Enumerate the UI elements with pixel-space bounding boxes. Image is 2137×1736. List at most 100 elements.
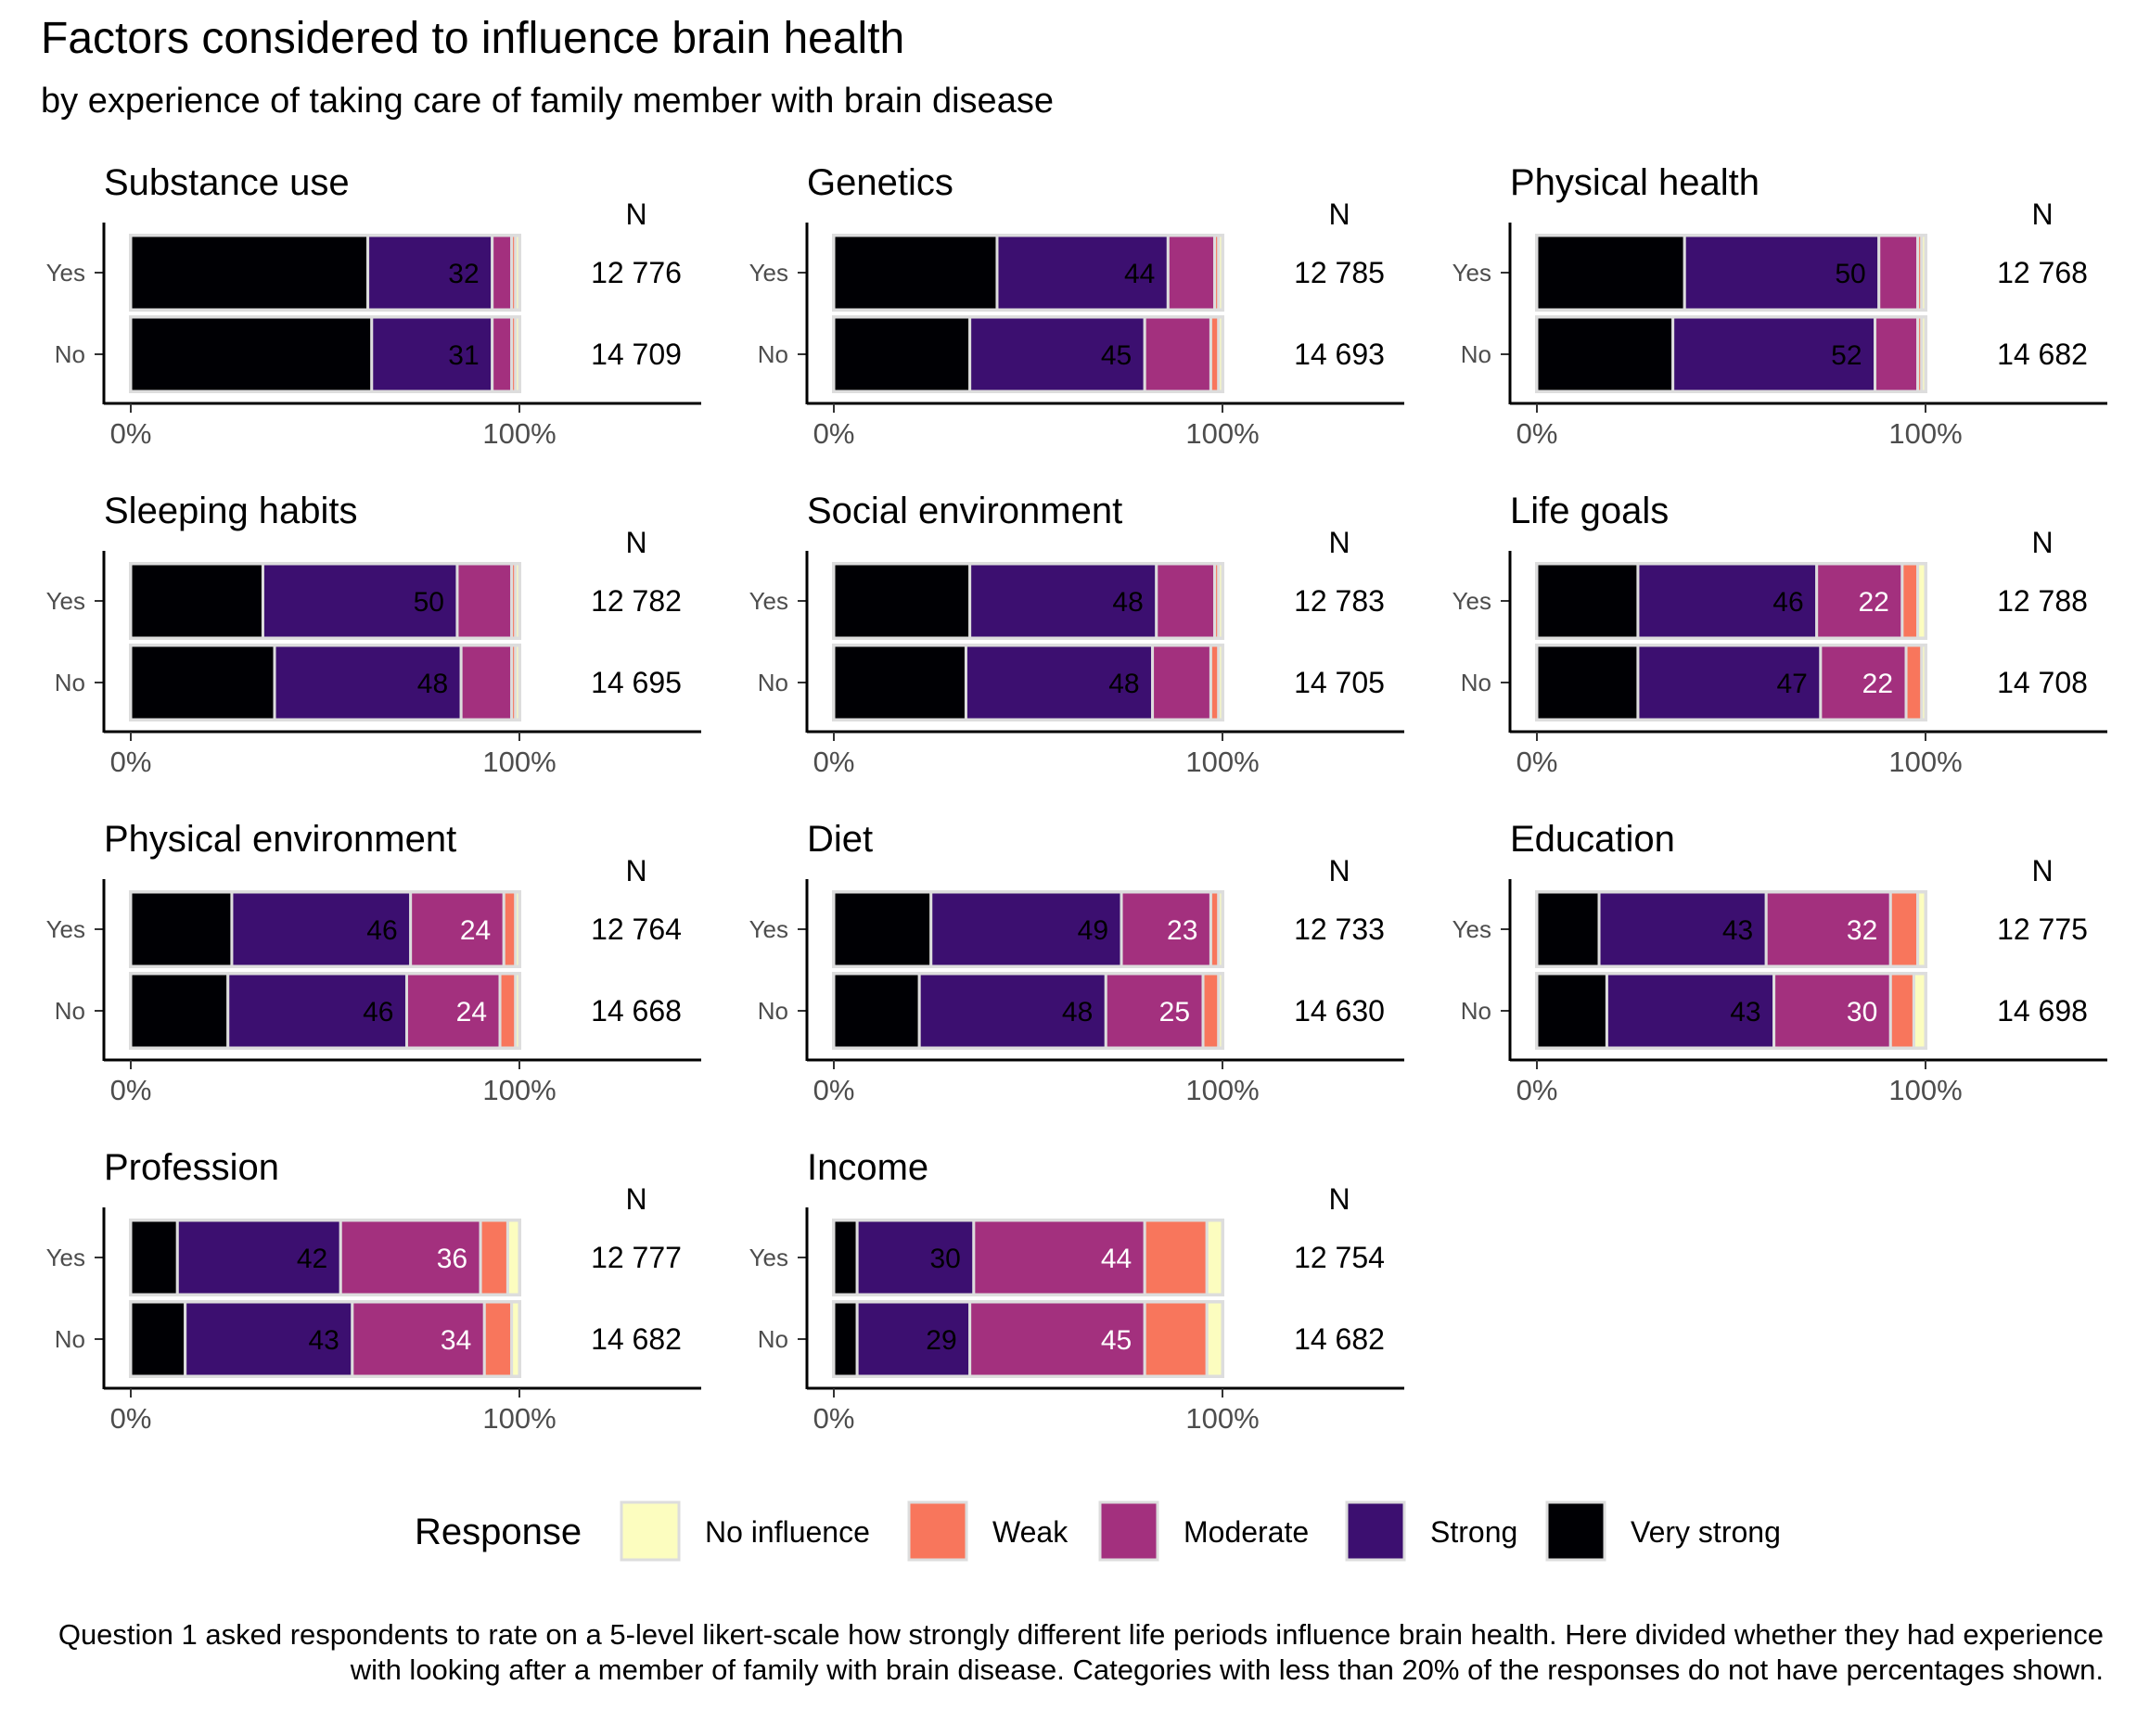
x-tick-label: 100% bbox=[1888, 1074, 1962, 1106]
bar-value-label: 46 bbox=[366, 915, 397, 946]
bar-value-label: 46 bbox=[1772, 587, 1803, 618]
bar-segment-no-influence bbox=[1916, 562, 1927, 640]
bar-value-label: 50 bbox=[1835, 259, 1865, 289]
bar-segment-moderate bbox=[409, 890, 505, 968]
y-tick-label: No bbox=[1461, 669, 1491, 696]
legend-label-strong: Strong bbox=[1430, 1515, 1517, 1549]
bar-value-label: 44 bbox=[1124, 259, 1155, 289]
bar-value-label: 23 bbox=[1167, 915, 1197, 946]
bar-segment-moderate bbox=[1151, 644, 1212, 721]
x-tick-label: 0% bbox=[1516, 1074, 1558, 1106]
n-value: 12 788 bbox=[1997, 584, 2088, 618]
bar-segment-very-strong bbox=[832, 1300, 859, 1378]
bar-segment-strong bbox=[964, 644, 1155, 721]
bar-segment-no-influence bbox=[1920, 315, 1927, 393]
n-value: 12 782 bbox=[591, 584, 682, 618]
n-header: N bbox=[1328, 198, 1350, 231]
x-tick-label: 0% bbox=[1516, 417, 1558, 450]
y-tick-label: No bbox=[55, 1325, 85, 1353]
facet-title-education: Education bbox=[1510, 819, 1675, 860]
bar-segment-moderate bbox=[1772, 972, 1892, 1050]
bar-value-label: 48 bbox=[1112, 587, 1143, 618]
y-tick-label: No bbox=[1461, 340, 1491, 368]
bar-value-label: 47 bbox=[1776, 669, 1807, 699]
bar-segment-moderate bbox=[491, 234, 514, 312]
y-tick-label: No bbox=[55, 997, 85, 1025]
bar-value-label: 24 bbox=[456, 997, 487, 1028]
bar-segment-weak bbox=[1888, 972, 1915, 1050]
n-value: 14 693 bbox=[1294, 338, 1385, 371]
bar-segment-very-strong bbox=[129, 315, 374, 393]
y-tick-label: No bbox=[55, 669, 85, 696]
n-value: 12 754 bbox=[1294, 1241, 1385, 1274]
facet-title-sleeping-habits: Sleeping habits bbox=[104, 491, 358, 531]
bar-value-label: 30 bbox=[929, 1244, 960, 1274]
bar-value-label: 36 bbox=[437, 1244, 467, 1274]
legend-label-no-influence: No influence bbox=[705, 1515, 870, 1549]
bar-value-label: 22 bbox=[1858, 587, 1888, 618]
x-tick-label: 0% bbox=[813, 417, 855, 450]
bar-segment-moderate bbox=[459, 644, 514, 721]
y-tick-label: Yes bbox=[1452, 587, 1491, 615]
bar-segment-no-influence bbox=[514, 234, 521, 312]
y-tick-label: Yes bbox=[46, 915, 85, 943]
bar-value-label: 45 bbox=[1101, 340, 1132, 371]
bar-segment-very-strong bbox=[832, 890, 933, 968]
bar-segment-no-influence bbox=[514, 562, 521, 640]
bar-segment-no-influence bbox=[1205, 1219, 1224, 1296]
bar-segment-no-influence bbox=[1217, 890, 1224, 968]
bar-value-label: 52 bbox=[1831, 340, 1862, 371]
bar-value-label: 43 bbox=[308, 1325, 339, 1356]
n-header: N bbox=[625, 526, 646, 559]
n-value: 14 682 bbox=[1294, 1322, 1385, 1356]
n-value: 14 682 bbox=[591, 1322, 682, 1356]
n-header: N bbox=[625, 1182, 646, 1216]
legend-swatch-very-strong bbox=[1545, 1500, 1606, 1562]
bar-value-label: 44 bbox=[1101, 1244, 1132, 1274]
x-tick-label: 100% bbox=[482, 746, 556, 778]
bar-segment-no-influence bbox=[1916, 890, 1927, 968]
bar-value-label: 32 bbox=[1847, 915, 1877, 946]
legend-label-weak: Weak bbox=[992, 1515, 1068, 1549]
bar-value-label: 50 bbox=[414, 587, 444, 618]
n-value: 12 775 bbox=[1997, 913, 2088, 946]
bar-segment-moderate bbox=[1874, 315, 1920, 393]
bar-segment-very-strong bbox=[1535, 562, 1640, 640]
bar-segment-no-influence bbox=[514, 315, 521, 393]
bar-value-label: 22 bbox=[1862, 669, 1893, 699]
legend-swatch-weak bbox=[907, 1500, 968, 1562]
bar-value-label: 43 bbox=[1730, 997, 1760, 1028]
bar-segment-moderate bbox=[1104, 972, 1205, 1050]
bar-segment-very-strong bbox=[832, 644, 967, 721]
bar-segment-no-influence bbox=[1205, 1300, 1224, 1378]
bar-segment-strong bbox=[230, 890, 413, 968]
chart-title: Factors considered to influence brain he… bbox=[41, 14, 905, 63]
bar-segment-no-influence bbox=[1217, 972, 1224, 1050]
x-tick-label: 100% bbox=[1185, 746, 1259, 778]
bar-segment-very-strong bbox=[832, 234, 999, 312]
x-tick-label: 0% bbox=[110, 746, 152, 778]
bar-segment-very-strong bbox=[129, 562, 264, 640]
legend-swatch-moderate bbox=[1098, 1500, 1159, 1562]
n-value: 14 708 bbox=[1997, 666, 2088, 699]
bar-segment-moderate bbox=[1764, 890, 1892, 968]
bar-segment-very-strong bbox=[1535, 644, 1640, 721]
bar-segment-no-influence bbox=[505, 1219, 521, 1296]
legend-label-moderate: Moderate bbox=[1184, 1515, 1309, 1549]
bar-value-label: 42 bbox=[297, 1244, 327, 1274]
x-tick-label: 100% bbox=[482, 1074, 556, 1106]
bar-segment-strong bbox=[968, 315, 1146, 393]
bar-value-label: 32 bbox=[448, 259, 479, 289]
n-value: 12 764 bbox=[591, 913, 682, 946]
bar-segment-moderate bbox=[404, 972, 502, 1050]
bar-segment-no-influence bbox=[1912, 972, 1927, 1050]
x-tick-label: 100% bbox=[1888, 417, 1962, 450]
bar-segment-weak bbox=[1904, 644, 1924, 721]
bar-segment-strong bbox=[175, 1219, 342, 1296]
x-tick-label: 100% bbox=[1185, 417, 1259, 450]
facet-title-physical-health: Physical health bbox=[1510, 162, 1760, 203]
y-tick-label: No bbox=[1461, 997, 1491, 1025]
facet-title-profession: Profession bbox=[104, 1147, 279, 1188]
bar-segment-no-influence bbox=[1920, 234, 1927, 312]
bar-value-label: 29 bbox=[926, 1325, 956, 1356]
